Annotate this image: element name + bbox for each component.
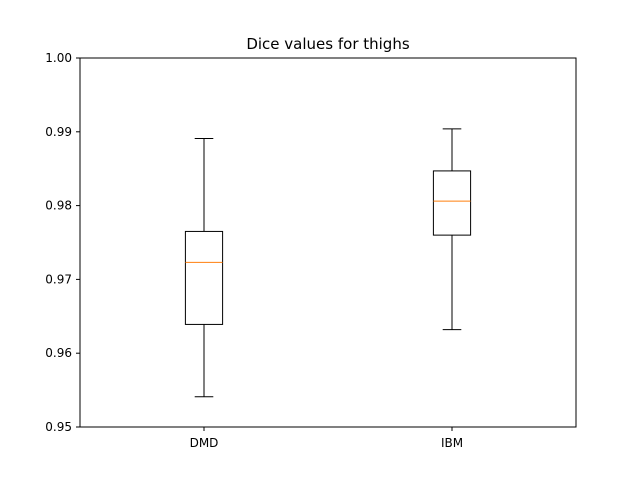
iqr-box	[184, 230, 224, 325]
y-tick-label: 0.95	[45, 420, 72, 434]
boxes	[184, 128, 472, 398]
y-tick-label: 0.98	[45, 199, 72, 213]
chart-title: Dice values for thighs	[246, 35, 409, 53]
y-tick-label: 0.96	[45, 346, 72, 360]
box-ibm	[432, 128, 472, 331]
plot-frame	[79, 57, 577, 428]
iqr-box	[432, 170, 472, 236]
x-tick-label: DMD	[190, 436, 219, 450]
y-tick-label: 1.00	[45, 51, 72, 65]
y-tick-label: 0.97	[45, 272, 72, 286]
y-tick-label: 0.99	[45, 125, 72, 139]
axis-ticks: 0.95 0.96 0.97 0.98 0.99 1.00 DMD IBM	[45, 51, 463, 450]
x-tick-label: IBM	[441, 436, 463, 450]
box-dmd	[184, 137, 224, 398]
